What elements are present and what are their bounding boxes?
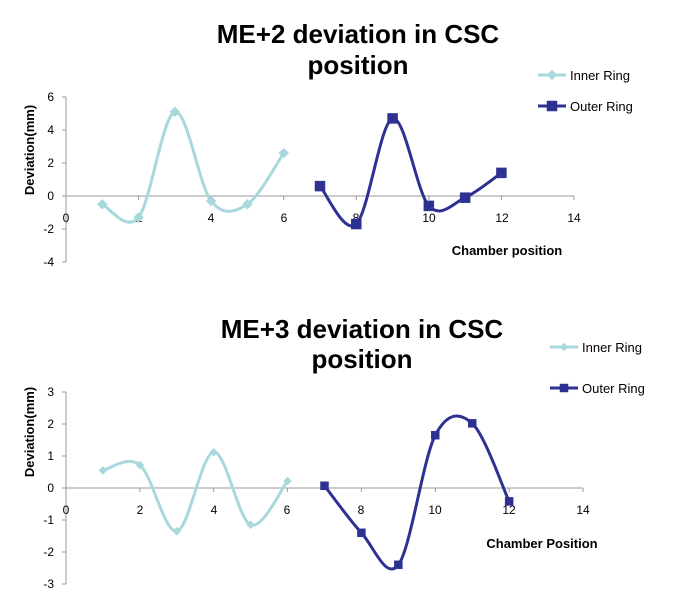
chart-1-x-axis-title: Chamber position xyxy=(452,243,563,258)
chart-2-x-tick-marks xyxy=(65,488,584,492)
data-point-outer-ring xyxy=(459,192,471,203)
chart-1-x-tick-label: 12 xyxy=(495,211,509,225)
chart-1-y-tick-label: 2 xyxy=(47,156,54,170)
data-point-outer-ring xyxy=(504,497,514,506)
chart-2-x-tick-label: 12 xyxy=(502,503,516,517)
chart-1-legend-label-outer-ring: Outer Ring xyxy=(570,99,633,114)
chart-1-x-tick-label: 8 xyxy=(353,211,360,225)
chart-2-legend-label-inner-ring: Inner Ring xyxy=(582,340,642,355)
data-point-outer-ring xyxy=(351,218,362,230)
chart-2-x-tick-label: 0 xyxy=(63,503,70,517)
chart-1-y-axis-title: Deviation(mm) xyxy=(22,105,37,195)
chart-1-y-tick-label: -4 xyxy=(43,255,54,269)
chart-2-y-tick-label: 3 xyxy=(47,385,54,399)
data-point-outer-ring xyxy=(320,481,329,491)
chart-2-y-tick-label: 0 xyxy=(47,481,54,495)
data-point-inner-ring xyxy=(246,520,255,530)
chart-1-x-tick-marks xyxy=(65,196,575,200)
chart-1-x-tick-label: 10 xyxy=(422,211,436,225)
chart-1-y-tick-label: 4 xyxy=(47,123,54,137)
chart-1-y-tick-label: -2 xyxy=(43,222,54,236)
chart-1-y-tick-label: 0 xyxy=(47,189,54,203)
chart-1: ME+2 deviation in CSC position -4 -2 0 2… xyxy=(22,19,633,269)
data-point-inner-ring xyxy=(133,212,144,223)
chart-2-legend: Inner Ring Outer Ring xyxy=(550,340,645,396)
legend-marker-inner-ring xyxy=(546,69,558,81)
chart-2-x-tick-label: 4 xyxy=(211,503,218,517)
chart-2-legend-swatch-inner-ring xyxy=(550,342,578,352)
chart-2-x-axis-title: Chamber Position xyxy=(486,536,597,551)
data-point-inner-ring xyxy=(278,147,290,159)
chart-1-plot xyxy=(96,106,507,230)
chart-1-legend-swatch-outer-ring xyxy=(538,100,566,112)
chart-2-y-tick-label: -3 xyxy=(43,577,54,591)
data-point-outer-ring xyxy=(467,419,477,428)
data-point-outer-ring xyxy=(423,200,435,212)
chart-2-plot xyxy=(98,414,514,571)
series-line-inner-ring xyxy=(100,110,286,224)
chart-2-y-tick-label: 2 xyxy=(47,417,54,431)
legend-marker-outer-ring xyxy=(559,383,569,393)
data-point-inner-ring xyxy=(172,526,182,536)
chart-2-x-tick-label: 14 xyxy=(576,503,590,517)
data-point-outer-ring xyxy=(387,113,398,124)
data-point-outer-ring xyxy=(496,167,507,179)
chart-1-title-line1: ME+2 deviation in CSC xyxy=(217,19,500,49)
series-line-outer-ring xyxy=(323,414,511,571)
chart-2-title-line2: position xyxy=(311,344,412,374)
data-point-outer-ring xyxy=(357,528,366,538)
chart-2-y-tick-marks xyxy=(62,391,66,585)
chart-2-x-tick-label: 2 xyxy=(137,503,144,517)
chart-2-x-tick-label: 8 xyxy=(358,503,365,517)
chart-2-y-tick-label: 1 xyxy=(47,449,54,463)
chart-2-legend-swatch-outer-ring xyxy=(550,383,578,393)
chart-1-y-tick-marks xyxy=(62,96,66,263)
chart-2-x-tick-label: 10 xyxy=(428,503,442,517)
chart-2-title-line1: ME+3 deviation in CSC xyxy=(221,314,504,344)
chart-2-y-tick-label: -2 xyxy=(43,545,54,559)
chart-1-legend: Inner Ring Outer Ring xyxy=(538,68,633,114)
chart-1-title-line2: position xyxy=(307,50,408,80)
chart-2-y-axis-title: Deviation(mm) xyxy=(22,387,37,477)
data-point-outer-ring xyxy=(431,430,440,440)
data-point-inner-ring xyxy=(242,198,253,210)
chart-1-x-tick-label: 6 xyxy=(281,211,288,225)
data-point-outer-ring xyxy=(394,560,403,570)
legend-marker-inner-ring xyxy=(559,342,569,352)
data-point-inner-ring xyxy=(135,460,145,470)
data-point-inner-ring xyxy=(96,198,108,210)
data-point-inner-ring xyxy=(205,195,217,207)
chart-1-x-tick-label: 0 xyxy=(63,211,70,225)
chart-1-legend-label-inner-ring: Inner Ring xyxy=(570,68,630,83)
chart-1-y-tick-label: 6 xyxy=(47,90,54,104)
data-point-outer-ring xyxy=(314,180,326,192)
series-line-outer-ring xyxy=(318,117,503,228)
chart-1-x-tick-label: 4 xyxy=(208,211,215,225)
data-point-inner-ring xyxy=(169,106,181,118)
chart-1-x-tick-label: 14 xyxy=(567,211,581,225)
chart-1-legend-swatch-inner-ring xyxy=(538,69,566,81)
series-line-inner-ring xyxy=(101,450,290,533)
data-point-inner-ring xyxy=(209,447,219,457)
chart-2: ME+3 deviation in CSC position -3 -2 -1 … xyxy=(22,314,645,591)
legend-marker-outer-ring xyxy=(546,100,558,112)
data-point-inner-ring xyxy=(283,476,292,486)
chart-2-x-tick-label: 6 xyxy=(284,503,291,517)
chart-2-y-tick-label: -1 xyxy=(43,513,54,527)
data-point-inner-ring xyxy=(98,466,108,475)
chart-2-legend-label-outer-ring: Outer Ring xyxy=(582,381,645,396)
